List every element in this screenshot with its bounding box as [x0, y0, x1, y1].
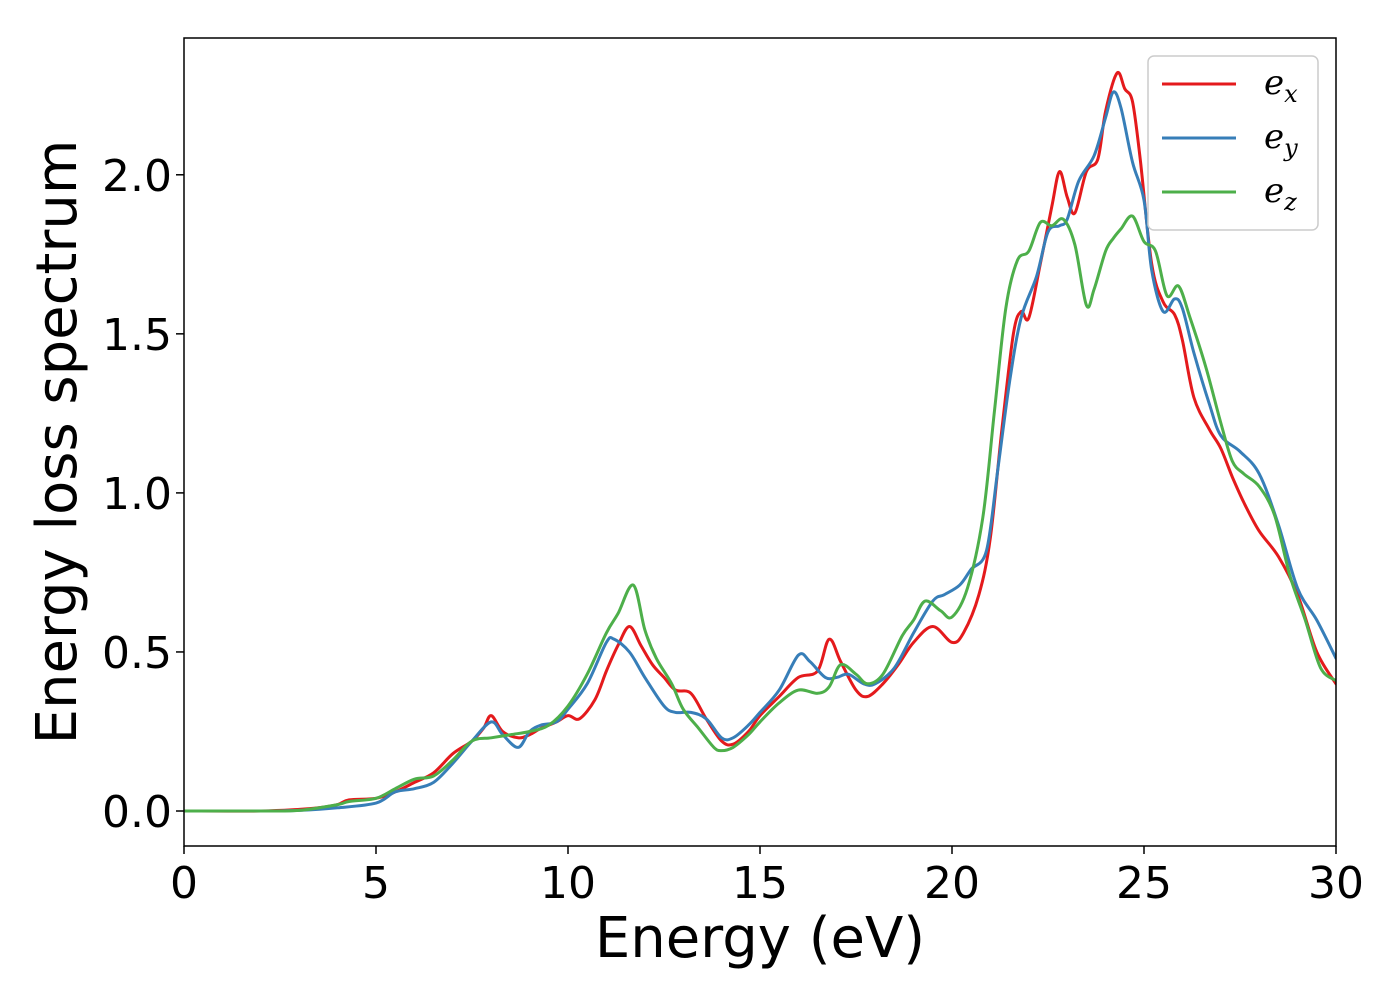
- y-axis-label: Energy loss spectrum: [25, 140, 90, 745]
- x-tick-label: 30: [1308, 858, 1364, 909]
- legend-label-y: ey: [1264, 117, 1298, 162]
- x-axis: 0 5 10 15 20 25 30: [170, 846, 1364, 909]
- y-tick-label: 0.5: [102, 628, 172, 679]
- x-tick-label: 10: [540, 858, 596, 909]
- y-tick-label: 2.0: [102, 151, 172, 202]
- plot-area: [184, 70, 1336, 813]
- y-axis: 0.0 0.5 1.0 1.5 2.0: [102, 151, 184, 838]
- x-tick-label: 20: [924, 858, 980, 909]
- y-tick-label: 0.0: [102, 787, 172, 838]
- x-tick-label: 5: [362, 858, 390, 909]
- series-line-e-z: [184, 214, 1336, 813]
- y-tick-label: 1.5: [102, 310, 172, 361]
- y-tick-label: 1.0: [102, 469, 172, 520]
- legend-label-x: ex: [1264, 63, 1298, 108]
- x-axis-label: Energy (eV): [595, 906, 925, 971]
- legend-box: [1147, 55, 1319, 231]
- x-tick-label: 25: [1116, 858, 1172, 909]
- x-tick-label: 15: [732, 858, 788, 909]
- x-tick-label: 0: [170, 858, 198, 909]
- series-line-e-y: [184, 90, 1336, 813]
